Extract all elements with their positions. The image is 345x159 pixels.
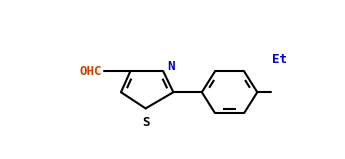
Text: OHC: OHC bbox=[79, 65, 102, 78]
Text: S: S bbox=[142, 116, 149, 129]
Text: Et: Et bbox=[272, 53, 287, 66]
Text: N: N bbox=[167, 60, 175, 73]
